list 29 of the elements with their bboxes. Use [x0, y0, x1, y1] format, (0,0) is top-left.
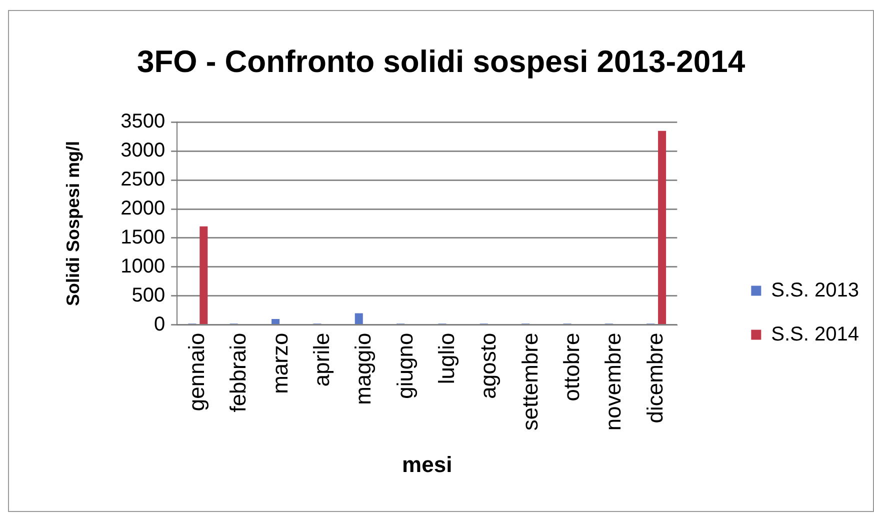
- y-tick-label: 3000: [120, 140, 166, 162]
- y-axis-title: Solidi Sospesi mg/l: [62, 140, 83, 306]
- x-tick-label: maggio: [350, 332, 376, 405]
- y-tick-label: 2500: [120, 168, 166, 191]
- bar: [658, 130, 666, 324]
- x-tick-label: gennaio: [184, 332, 209, 412]
- y-tick-label: 3500: [120, 110, 166, 133]
- bar: [272, 318, 280, 324]
- x-tick-label: dicembre: [642, 332, 668, 424]
- y-tick-label: 0: [154, 313, 166, 336]
- x-axis-title: mesi: [402, 452, 452, 477]
- x-tick-label: novembre: [600, 332, 626, 431]
- y-tick-label: 2000: [120, 198, 166, 220]
- x-tick-label: agosto: [476, 332, 501, 399]
- bar: [354, 313, 363, 324]
- x-tick-label: ottobre: [559, 332, 584, 402]
- y-tick-label: 500: [132, 284, 166, 306]
- legend-label: S.S. 2014: [771, 323, 859, 346]
- x-tick-label: marzo: [267, 332, 292, 394]
- x-tick-label: luglio: [434, 332, 460, 384]
- x-tick-label: aprile: [309, 332, 334, 387]
- x-tick-label: febbraio: [226, 332, 251, 412]
- y-tick-label: 1000: [120, 255, 166, 278]
- legend-label: S.S. 2013: [771, 279, 859, 302]
- bar: [200, 226, 208, 324]
- y-tick-label: 1500: [120, 226, 166, 248]
- x-tick-label: settembre: [517, 332, 542, 431]
- chart-title: 3FO - Confronto solidi sospesi 2013-2014: [136, 44, 746, 80]
- x-tick-label: giugno: [392, 332, 418, 399]
